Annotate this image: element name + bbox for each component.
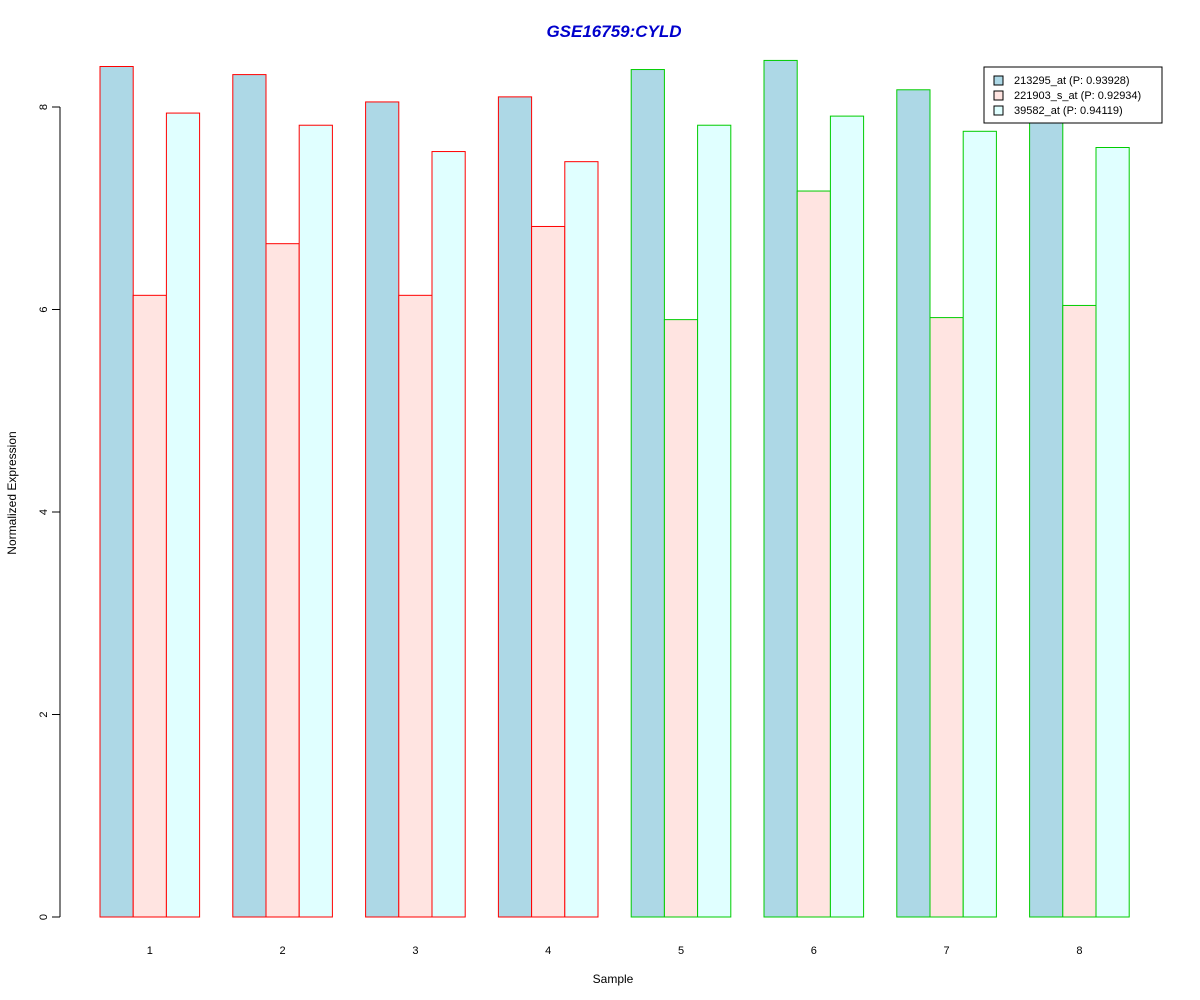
legend-label: 39582_at (P: 0.94119) <box>1014 105 1123 117</box>
y-tick-label: 0 <box>38 914 50 920</box>
x-tick-label: 4 <box>545 945 551 957</box>
bar <box>165 112 201 918</box>
x-tick-label: 5 <box>678 945 684 957</box>
bar <box>929 317 964 918</box>
bars <box>99 59 1130 918</box>
bar <box>796 190 831 918</box>
bar <box>697 124 732 918</box>
legend: 213295_at (P: 0.93928) 221903_s_at (P: 0.… <box>983 66 1163 124</box>
x-tick-label: 7 <box>944 945 950 957</box>
bar <box>298 124 333 918</box>
x-tick-label: 3 <box>412 945 418 957</box>
bar <box>132 294 167 918</box>
bar <box>431 151 466 918</box>
bar <box>829 115 865 918</box>
y-tick-label: 4 <box>38 509 50 515</box>
legend-swatch <box>993 90 1004 101</box>
x-axis-title: Sample <box>593 972 634 986</box>
chart-title: GSE16759:CYLD <box>546 22 681 41</box>
legend-swatch <box>993 105 1004 116</box>
y-tick-label: 6 <box>38 306 50 312</box>
x-tick-label: 6 <box>811 945 817 957</box>
legend-label: 221903_s_at (P: 0.92934) <box>1014 90 1141 102</box>
y-tick-label: 8 <box>38 104 50 110</box>
x-tick-label: 1 <box>147 945 153 957</box>
bar <box>896 89 931 918</box>
bar <box>663 319 699 918</box>
x-tick-label: 8 <box>1076 945 1082 957</box>
bar <box>962 130 997 918</box>
bar <box>398 294 433 918</box>
bar <box>1029 116 1064 918</box>
y-axis-title: Normalized Expression <box>5 431 19 554</box>
bar <box>763 59 798 918</box>
bar <box>531 225 566 918</box>
bar <box>1062 304 1097 918</box>
bar <box>564 161 599 918</box>
x-axis: 1 2 3 4 5 6 7 8 <box>147 945 1083 957</box>
legend-label: 213295_at (P: 0.93928) <box>1014 75 1130 87</box>
legend-box <box>983 66 1163 124</box>
bar <box>497 96 533 918</box>
bar <box>1095 147 1130 918</box>
y-tick-label: 2 <box>38 711 50 717</box>
x-tick-label: 2 <box>280 945 286 957</box>
bar <box>265 243 300 918</box>
bar <box>99 66 134 918</box>
bar <box>232 74 267 918</box>
legend-swatch <box>993 75 1004 86</box>
bar <box>365 101 400 918</box>
y-axis: 0 2 4 6 8 <box>38 104 61 920</box>
bar <box>630 69 665 918</box>
